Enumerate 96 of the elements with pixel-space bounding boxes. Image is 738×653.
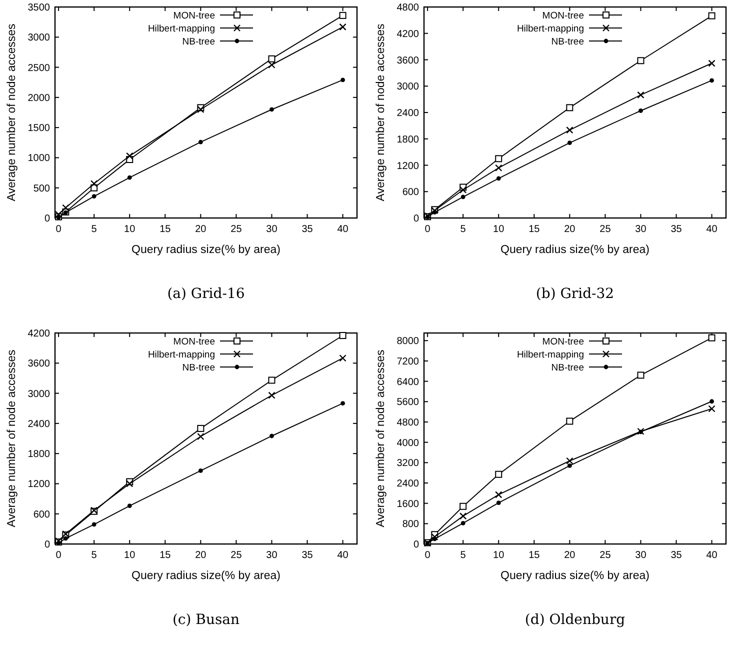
legend-label: MON-tree <box>542 336 584 348</box>
legend-label: NB-tree <box>182 36 215 48</box>
y-axis-title: Average number of node accesses <box>375 24 387 202</box>
x-tick-label: 15 <box>160 224 172 235</box>
y-tick-label: 600 <box>402 187 420 198</box>
y-tick-label: 0 <box>413 214 420 224</box>
y-tick-label: 2400 <box>28 418 50 430</box>
y-tick-label: 4200 <box>396 28 420 40</box>
x-tick-label: 10 <box>124 550 136 561</box>
x-tick-label: 0 <box>424 550 431 561</box>
x-tick-label: 10 <box>124 224 136 235</box>
y-tick-label: 600 <box>33 509 50 520</box>
x-tick-label: 40 <box>337 224 349 235</box>
x-tick-label: 25 <box>230 224 242 235</box>
x-tick-label: 5 <box>91 224 98 235</box>
text: (b) Grid-32 <box>536 286 614 302</box>
y-tick-label: 5600 <box>396 397 420 408</box>
x-axis-title: Query radius size(% by area) <box>132 244 281 256</box>
legend-label: Hilbert-mapping <box>148 349 215 360</box>
x-axis-title: Query radius size(% by area) <box>500 244 650 256</box>
x-tick-label: 30 <box>635 224 647 235</box>
y-tick-label: 2400 <box>396 478 420 490</box>
y-tick-label: 0 <box>44 540 50 550</box>
x-tick-label: 35 <box>670 224 682 235</box>
legend-label: Hilbert-mapping <box>148 23 215 34</box>
y-tick-label: 0 <box>44 214 50 224</box>
x-tick-label: 5 <box>460 550 466 561</box>
y-axis-title: Average number of node accesses <box>6 350 18 528</box>
y-tick-label: 3600 <box>396 55 420 66</box>
y-tick-label: 1000 <box>28 153 50 164</box>
y-tick-label: 1800 <box>28 449 50 460</box>
y-tick-label: 1200 <box>396 160 420 172</box>
y-tick-label: 2400 <box>396 108 420 119</box>
x-tick-label: 30 <box>635 550 647 561</box>
x-tick-label: 5 <box>91 550 98 561</box>
legend-label: MON-tree <box>542 10 584 22</box>
y-tick-label: 1200 <box>28 479 50 490</box>
x-tick-label: 35 <box>302 224 314 235</box>
x-tick-label: 15 <box>528 550 540 561</box>
y-tick-label: 0 <box>413 540 420 550</box>
x-tick-label: 20 <box>195 224 207 235</box>
y-tick-label: 8000 <box>396 336 420 348</box>
text: (c) Busan <box>172 612 240 628</box>
x-tick-label: 30 <box>266 224 278 235</box>
y-tick-label: 3600 <box>28 358 50 370</box>
y-tick-label: 7200 <box>396 356 420 368</box>
legend-label: MON-tree <box>173 336 215 348</box>
y-tick-label: 1800 <box>396 134 420 146</box>
x-tick-label: 25 <box>600 224 612 235</box>
y-axis-title: Average number of node accesses <box>375 350 387 528</box>
x-tick-label: 10 <box>493 550 505 561</box>
x-tick-label: 10 <box>493 224 505 235</box>
x-tick-label: 25 <box>230 550 242 561</box>
x-tick-label: 30 <box>266 550 278 561</box>
y-tick-label: 3000 <box>396 82 420 93</box>
legend-label: Hilbert-mapping <box>516 23 584 34</box>
y-tick-label: 4200 <box>28 328 50 340</box>
y-tick-label: 3500 <box>28 2 50 14</box>
x-tick-label: 40 <box>706 550 718 561</box>
x-tick-label: 20 <box>564 224 576 235</box>
legend-label: NB-tree <box>182 362 215 374</box>
y-tick-label: 800 <box>402 519 420 530</box>
x-tick-label: 15 <box>528 224 540 235</box>
x-tick-label: 5 <box>460 224 466 235</box>
y-tick-label: 4800 <box>396 417 420 428</box>
y-tick-label: 3200 <box>396 458 420 470</box>
y-tick-label: 4000 <box>396 438 420 449</box>
y-tick-label: 1600 <box>396 498 420 510</box>
x-tick-label: 0 <box>56 550 62 561</box>
text: (d) Oldenburg <box>524 612 626 628</box>
y-tick-label: 6400 <box>396 376 420 388</box>
x-tick-label: 20 <box>195 550 207 561</box>
legend-label: NB-tree <box>551 36 584 48</box>
legend-label: NB-tree <box>551 362 584 374</box>
y-tick-label: 3000 <box>28 32 50 44</box>
x-tick-label: 40 <box>706 224 718 235</box>
y-axis-title: Average number of node accesses <box>6 24 18 202</box>
y-tick-label: 500 <box>33 183 50 194</box>
x-tick-label: 35 <box>302 550 314 561</box>
x-tick-label: 40 <box>337 550 349 561</box>
y-tick-label: 4800 <box>396 2 420 14</box>
x-tick-label: 0 <box>424 224 431 235</box>
x-tick-label: 15 <box>160 550 172 561</box>
text: (a) Grid-16 <box>167 286 245 302</box>
y-tick-label: 3000 <box>28 388 50 400</box>
y-tick-label: 1500 <box>28 123 50 134</box>
x-axis-title: Query radius size(% by area) <box>132 570 281 582</box>
x-axis-title: Query radius size(% by area) <box>500 570 650 582</box>
y-tick-label: 2000 <box>28 92 50 104</box>
x-tick-label: 35 <box>670 550 682 561</box>
x-tick-label: 25 <box>600 550 612 561</box>
legend-label: Hilbert-mapping <box>516 349 584 360</box>
x-tick-label: 20 <box>564 550 576 561</box>
legend-label: MON-tree <box>173 10 215 22</box>
x-tick-label: 0 <box>56 224 62 235</box>
y-tick-label: 2500 <box>28 62 50 74</box>
